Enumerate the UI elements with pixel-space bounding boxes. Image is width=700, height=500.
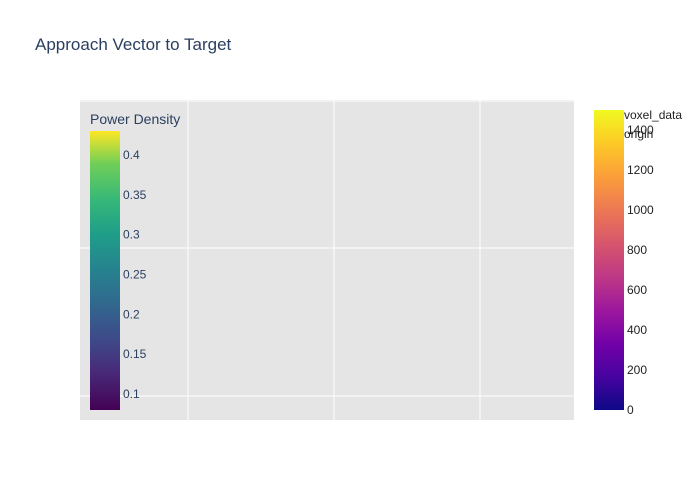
colorbar-voxel-data-tick-label: 200 xyxy=(627,363,647,377)
colorbar-power-density-tick-label: 0.35 xyxy=(123,188,147,202)
colorbar-power-density-tick-label: 0.25 xyxy=(123,267,147,281)
colorbar-voxel-data-tick-label: 800 xyxy=(627,243,647,257)
colorbar-voxel-data-ticks: 0 200 400 600 800 1000 1200 1400 xyxy=(627,123,654,417)
colorbar-power-density-gradient xyxy=(90,131,120,410)
colorbar-voxel-data-tick-label: 1400 xyxy=(627,123,654,137)
colorbar-power-density-title: Power Density xyxy=(90,111,180,127)
colorbar-power-density-tick-label: 0.4 xyxy=(123,148,140,162)
colorbar-voxel-data-tick-label: 1200 xyxy=(627,163,654,177)
colorbar-voxel-data-title: voxel_data xyxy=(624,108,682,122)
colorbar-voxel-data-tick-label: 1000 xyxy=(627,203,654,217)
colorbar-voxel-data-gradient xyxy=(594,110,624,410)
colorbar-power-density: Power Density 0.1 0.15 0.2 0.25 0.3 0.35 0.4 xyxy=(90,111,180,410)
legend-entry-origin[interactable]: origin xyxy=(624,127,653,141)
colorbar-power-density-tick-label: 0.2 xyxy=(123,307,140,321)
colorbar-voxel-data-tick-label: 0 xyxy=(627,403,634,417)
colorbar-voxel-data: voxel_data 0 200 400 600 800 1000 1200 1400 xyxy=(594,108,682,417)
chart-title: Approach Vector to Target xyxy=(35,35,232,54)
colorbar-power-density-ticks: 0.1 0.15 0.2 0.25 0.3 0.35 0.4 xyxy=(123,148,147,401)
colorbar-power-density-tick-label: 0.1 xyxy=(123,387,140,401)
plot-area xyxy=(80,100,574,420)
colorbar-voxel-data-tick-label: 400 xyxy=(627,323,647,337)
colorbar-power-density-tick-label: 0.3 xyxy=(123,228,140,242)
colorbar-power-density-tick-label: 0.15 xyxy=(123,347,147,361)
grid-lines xyxy=(80,100,574,420)
colorbar-voxel-data-tick-label: 600 xyxy=(627,283,647,297)
